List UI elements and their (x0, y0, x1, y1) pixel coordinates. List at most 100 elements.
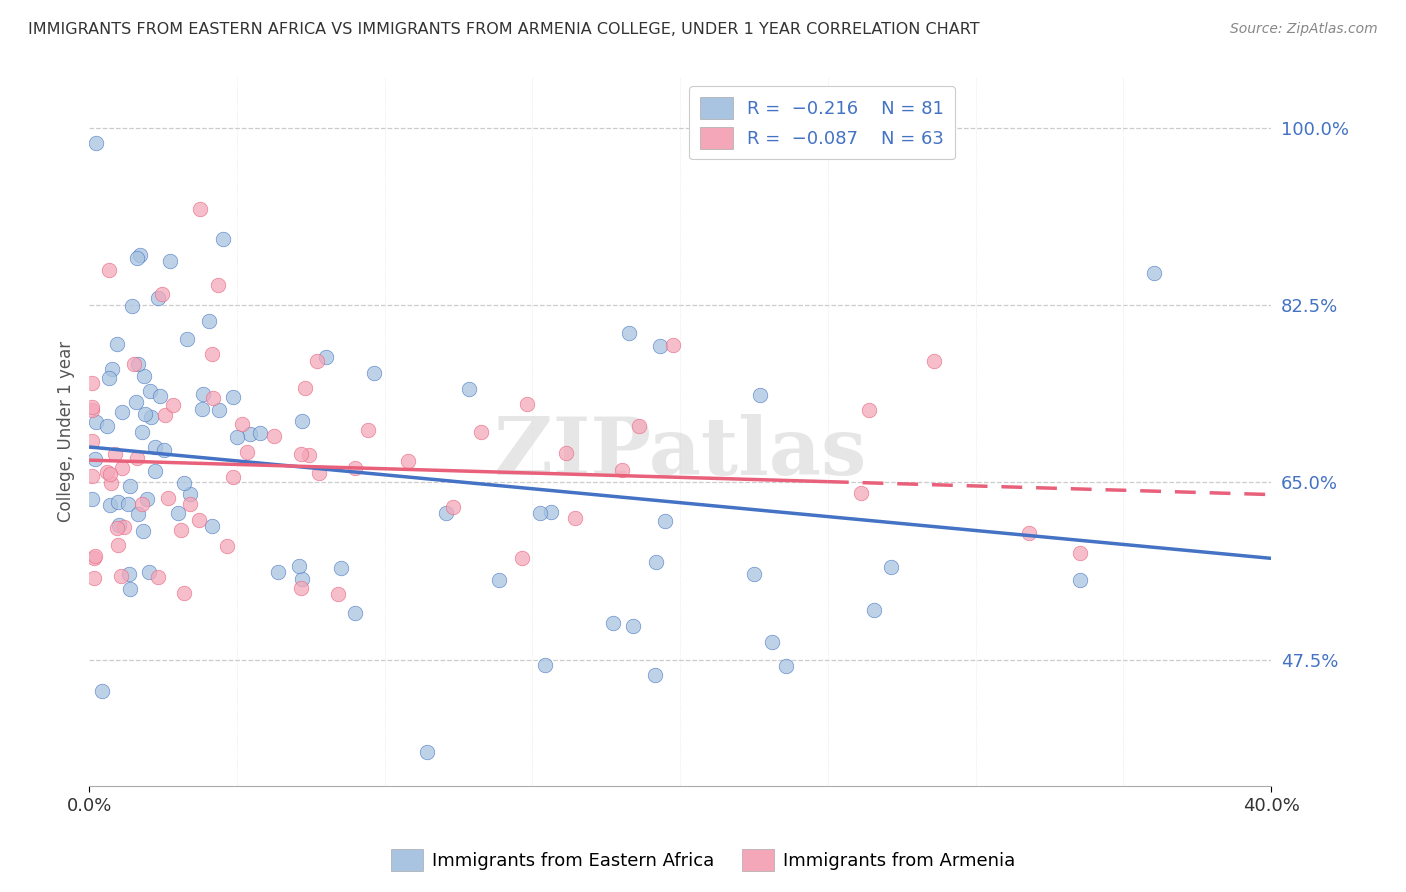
Point (143, 464, 166, 478)
Point (290, 582, 312, 596)
Point (288, 559, 311, 574)
Point (662, 338, 685, 352)
Point (396, 454, 419, 468)
Point (134, 407, 156, 421)
Point (80, 469, 103, 483)
Point (108, 517, 131, 532)
Point (100, 476, 122, 491)
Point (239, 427, 262, 442)
Point (117, 497, 139, 511)
Point (207, 277, 229, 292)
Point (212, 232, 235, 246)
Point (98, 467, 121, 482)
Point (84, 136, 107, 151)
Point (107, 495, 129, 509)
Point (162, 398, 184, 412)
Point (101, 361, 124, 376)
Point (644, 668, 666, 682)
Point (110, 569, 132, 583)
Point (416, 745, 439, 759)
Point (290, 447, 312, 461)
Point (363, 366, 385, 380)
Point (330, 561, 353, 575)
Point (112, 520, 135, 534)
Point (138, 565, 160, 579)
Point (315, 350, 337, 364)
Point (84, 452, 107, 467)
Point (540, 505, 562, 519)
Point (135, 492, 157, 507)
Text: ZIPatlas: ZIPatlas (494, 414, 866, 492)
Point (1143, 266, 1166, 280)
Point (1069, 574, 1091, 588)
Point (84, 415, 107, 429)
Point (858, 403, 880, 417)
Point (139, 384, 162, 399)
Point (156, 491, 179, 506)
Point (305, 354, 328, 368)
Point (122, 357, 145, 371)
Point (1018, 526, 1040, 541)
Point (80, 491, 103, 506)
Point (226, 430, 249, 444)
Point (343, 606, 366, 620)
Point (127, 357, 149, 371)
Point (83, 549, 105, 563)
Point (131, 497, 153, 511)
Point (104, 447, 127, 461)
Point (143, 440, 166, 454)
Point (610, 463, 633, 477)
Point (167, 506, 190, 520)
Point (80, 400, 103, 414)
Point (131, 524, 153, 538)
Point (190, 401, 212, 416)
Point (80, 434, 103, 448)
Point (851, 485, 873, 500)
Point (564, 511, 586, 525)
Text: IMMIGRANTS FROM EASTERN AFRICA VS IMMIGRANTS FROM ARMENIA COLLEGE, UNDER 1 YEAR : IMMIGRANTS FROM EASTERN AFRICA VS IMMIGR… (28, 22, 980, 37)
Point (105, 337, 128, 351)
Point (775, 658, 797, 673)
Point (749, 388, 772, 402)
Point (441, 500, 464, 514)
Point (650, 339, 672, 353)
Legend: Immigrants from Eastern Africa, Immigrants from Armenia: Immigrants from Eastern Africa, Immigran… (384, 842, 1022, 879)
Point (488, 574, 510, 588)
Point (152, 286, 174, 301)
Point (83, 571, 105, 585)
Legend: R =  −0.216    N = 81, R =  −0.087    N = 63: R = −0.216 N = 81, R = −0.087 N = 63 (689, 87, 955, 160)
Point (125, 251, 148, 265)
Point (148, 389, 170, 403)
Point (146, 291, 169, 305)
Point (249, 425, 271, 440)
Point (191, 387, 214, 401)
Point (534, 657, 557, 672)
Point (153, 443, 176, 458)
Point (267, 566, 290, 580)
Point (863, 602, 886, 616)
Point (201, 519, 224, 533)
Point (80, 376, 103, 391)
Point (529, 506, 551, 520)
Point (120, 582, 142, 597)
Point (96, 419, 118, 434)
Point (98, 262, 121, 277)
Point (343, 461, 366, 475)
Point (107, 521, 129, 535)
Y-axis label: College, Under 1 year: College, Under 1 year (58, 342, 75, 523)
Point (644, 556, 666, 570)
Point (742, 566, 765, 581)
Point (159, 253, 181, 268)
Point (628, 419, 651, 434)
Point (107, 538, 129, 552)
Point (121, 299, 143, 313)
Point (217, 540, 239, 554)
Point (173, 475, 195, 490)
Point (118, 566, 141, 581)
Point (125, 395, 148, 409)
Point (127, 507, 149, 521)
Point (188, 513, 211, 527)
Point (298, 449, 321, 463)
Point (222, 469, 245, 483)
Point (291, 572, 314, 586)
